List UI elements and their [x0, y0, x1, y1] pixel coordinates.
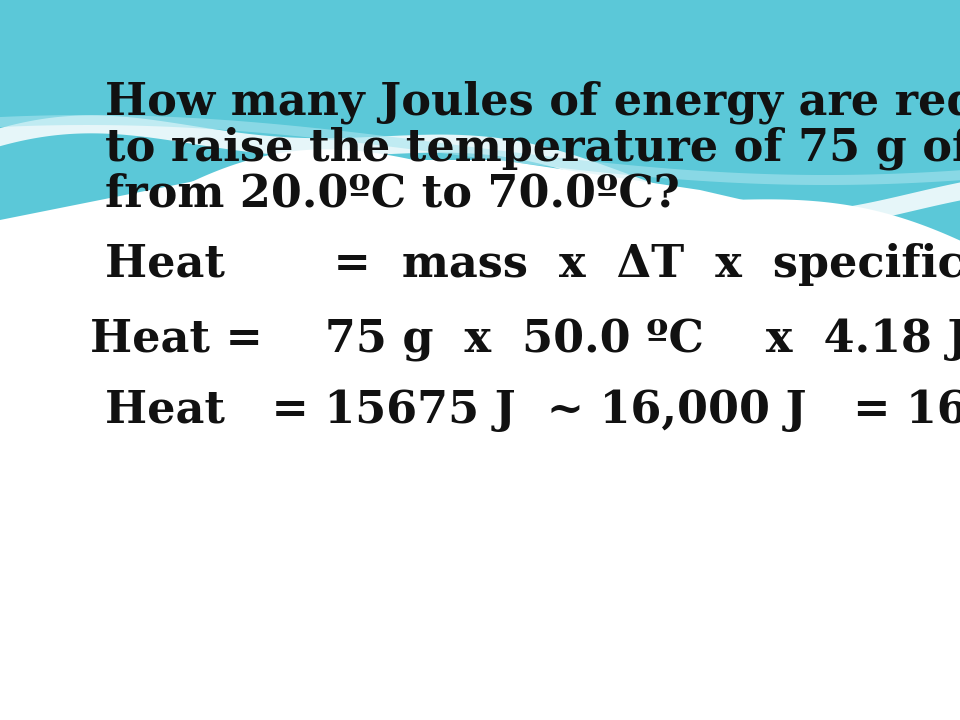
Text: How many Joules of energy are required: How many Joules of energy are required [105, 80, 960, 124]
Polygon shape [0, 0, 960, 160]
Polygon shape [0, 115, 960, 230]
Text: Heat =    75 g  x  50.0 ºC    x  4.18 J/g ºC: Heat = 75 g x 50.0 ºC x 4.18 J/g ºC [90, 318, 960, 361]
Text: Heat   = 15675 J  ~ 16,000 J   = 16 kJ: Heat = 15675 J ~ 16,000 J = 16 kJ [105, 389, 960, 431]
Polygon shape [0, 160, 300, 220]
Text: from 20.0ºC to 70.0ºC?: from 20.0ºC to 70.0ºC? [105, 173, 680, 215]
Polygon shape [500, 160, 960, 250]
Polygon shape [0, 149, 960, 720]
Polygon shape [0, 115, 960, 185]
Text: to raise the temperature of 75 g of water: to raise the temperature of 75 g of wate… [105, 126, 960, 170]
Text: Heat       =  mass  x  ΔT  x  specific heat: Heat = mass x ΔT x specific heat [105, 243, 960, 286]
